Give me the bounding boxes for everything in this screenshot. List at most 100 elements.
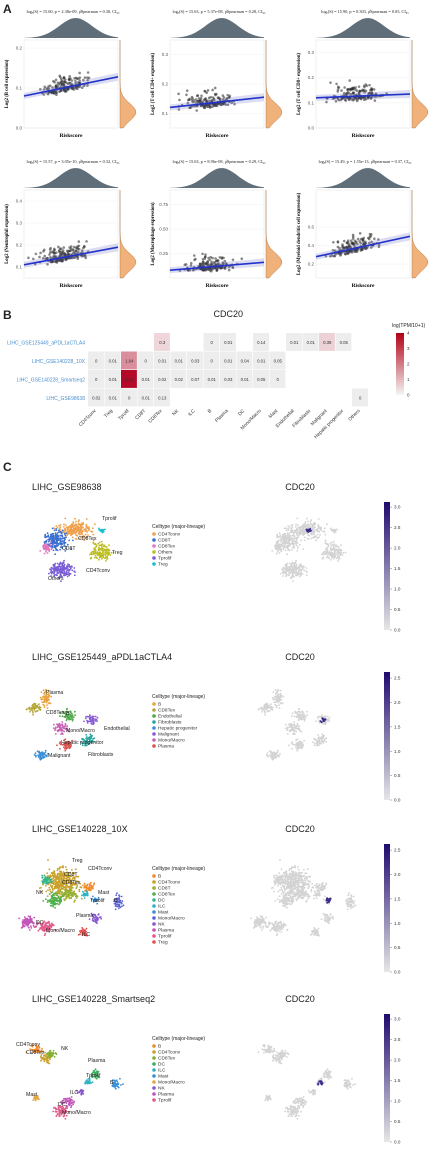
data-point bbox=[351, 87, 354, 90]
umap-cell bbox=[88, 529, 90, 531]
heatmap-cell bbox=[336, 370, 352, 388]
umap-cell bbox=[64, 725, 66, 727]
umap-cell bbox=[91, 551, 93, 553]
feature-cell bbox=[289, 882, 291, 884]
plot-area bbox=[316, 190, 410, 278]
umap-cell bbox=[57, 527, 59, 529]
feature-cell bbox=[276, 696, 278, 698]
umap-cell bbox=[101, 530, 103, 532]
umap-cell bbox=[66, 886, 68, 888]
umap-cell bbox=[38, 703, 40, 705]
feature-cell bbox=[270, 755, 272, 757]
feature-cell bbox=[314, 527, 316, 529]
data-point bbox=[341, 245, 344, 248]
umap-cell bbox=[54, 729, 56, 731]
feature-cell bbox=[297, 896, 299, 898]
umap-cell bbox=[68, 895, 70, 897]
umap-cell bbox=[65, 536, 67, 538]
umap-cell bbox=[55, 883, 57, 885]
feature-cell bbox=[310, 524, 312, 526]
feature-cell bbox=[300, 896, 302, 898]
feature-cell bbox=[291, 539, 293, 541]
feature-cell bbox=[287, 529, 289, 531]
feature-cell bbox=[298, 881, 300, 883]
umap-cell bbox=[89, 884, 91, 886]
feature-cell bbox=[340, 544, 342, 546]
umap-cell bbox=[68, 890, 70, 892]
feature-cell bbox=[343, 552, 345, 554]
data-point bbox=[346, 242, 349, 245]
feature-cell bbox=[318, 740, 320, 742]
umap-cell bbox=[71, 569, 73, 571]
feature-cell bbox=[258, 708, 260, 710]
heatmap-row-label: LIHC_GSE125449_aPDL1aCTLA4 bbox=[7, 340, 85, 346]
data-point bbox=[374, 99, 377, 102]
data-point bbox=[352, 234, 355, 237]
y-tick-label: 0.1 bbox=[308, 100, 315, 105]
umap-cell bbox=[70, 715, 72, 717]
feature-cell bbox=[288, 572, 290, 574]
heatmap-cell bbox=[303, 389, 319, 407]
heatmap-cell-label: 0.05 bbox=[257, 377, 266, 382]
legend-item: Malignant bbox=[158, 732, 179, 738]
feature-cell bbox=[317, 742, 319, 744]
feature-cell bbox=[296, 877, 298, 879]
heatmap-cell-label: 0.02 bbox=[158, 377, 167, 382]
feature-cell bbox=[286, 553, 288, 555]
feature-cell bbox=[300, 531, 302, 533]
heatmap-column-label: CD8Tex bbox=[147, 408, 164, 425]
data-point bbox=[38, 256, 41, 259]
umap-cell bbox=[62, 727, 64, 729]
feature-cell bbox=[298, 725, 300, 727]
umap-cell bbox=[57, 726, 59, 728]
feature-cell bbox=[305, 876, 307, 878]
umap-cell bbox=[57, 543, 59, 545]
feature-cell bbox=[296, 564, 298, 566]
umap-cell bbox=[55, 529, 57, 531]
umap-cell bbox=[59, 876, 61, 878]
umap-cell bbox=[73, 525, 75, 527]
umap-cell bbox=[39, 550, 41, 552]
feature-cell bbox=[325, 716, 327, 718]
feature-cell bbox=[278, 872, 280, 874]
feature-cell bbox=[303, 869, 305, 871]
umap-cell bbox=[106, 552, 108, 554]
feature-cell bbox=[264, 707, 266, 709]
umap-cell bbox=[29, 711, 31, 713]
umap-cell bbox=[47, 889, 49, 891]
umap-cell bbox=[74, 571, 76, 573]
y-tick-label: 0.3 bbox=[308, 50, 315, 55]
feature-cell bbox=[298, 741, 300, 743]
stat-caption: logₑ(S) = 15.63, p = 5.37e-08, ρ̂Spearma… bbox=[172, 9, 266, 15]
feature-cell bbox=[340, 549, 342, 551]
feature-cell bbox=[277, 541, 279, 543]
umap-cell bbox=[69, 569, 71, 571]
feature-cell bbox=[285, 565, 287, 567]
feature-cell bbox=[276, 541, 278, 543]
feature-cell bbox=[297, 546, 299, 548]
data-point bbox=[200, 97, 203, 100]
umap-cell bbox=[47, 698, 49, 700]
feature-cell bbox=[331, 542, 333, 544]
feature-cell bbox=[293, 877, 295, 879]
legend-item: Treg bbox=[158, 562, 168, 568]
feature-cell bbox=[276, 706, 278, 708]
umap-cell bbox=[47, 534, 49, 536]
feature-cell bbox=[268, 710, 270, 712]
umap-cell bbox=[61, 877, 63, 879]
feature-cell bbox=[301, 880, 303, 882]
feature-cell bbox=[317, 717, 319, 719]
umap-cell bbox=[45, 755, 47, 757]
feature-cell bbox=[287, 876, 289, 878]
feature-cell bbox=[270, 708, 272, 710]
feature-cell bbox=[314, 744, 316, 746]
umap-cell bbox=[57, 532, 59, 534]
umap-cell bbox=[32, 707, 34, 709]
feature-cell bbox=[306, 714, 308, 716]
feature-cell bbox=[287, 549, 289, 551]
umap-cell bbox=[60, 889, 62, 891]
data-point bbox=[190, 262, 193, 265]
feature-cell bbox=[289, 726, 291, 728]
umap-cell bbox=[65, 866, 67, 868]
feature-plot-title: CDC20 bbox=[285, 652, 315, 662]
